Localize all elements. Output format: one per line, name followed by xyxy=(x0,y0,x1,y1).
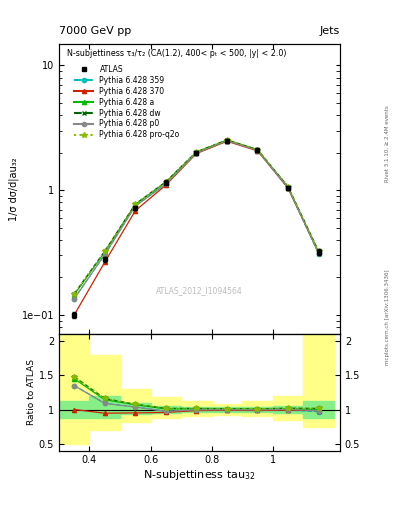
Pythia 6.428 a xyxy=(163,179,168,185)
Polygon shape xyxy=(151,397,181,418)
Pythia 6.428 370 xyxy=(224,138,229,144)
Polygon shape xyxy=(242,401,273,416)
Text: N-subjettiness τ₃/τ₂ (CA(1.2), 400< pₜ < 500, |y| < 2.0): N-subjettiness τ₃/τ₂ (CA(1.2), 400< pₜ <… xyxy=(67,49,287,58)
Pythia 6.428 370 xyxy=(163,182,168,188)
Pythia 6.428 a xyxy=(103,249,107,255)
Line: Pythia 6.428 p0: Pythia 6.428 p0 xyxy=(72,139,321,301)
Pythia 6.428 370 xyxy=(255,148,260,154)
Pythia 6.428 p0 xyxy=(224,138,229,144)
Pythia 6.428 p0 xyxy=(133,203,138,209)
Pythia 6.428 a xyxy=(72,292,77,298)
Polygon shape xyxy=(273,396,303,420)
Line: Pythia 6.428 pro-q2o: Pythia 6.428 pro-q2o xyxy=(72,137,321,296)
Pythia 6.428 pro-q2o xyxy=(286,183,290,189)
Line: Pythia 6.428 370: Pythia 6.428 370 xyxy=(72,139,321,317)
Pythia 6.428 pro-q2o xyxy=(224,137,229,143)
Pythia 6.428 a xyxy=(316,249,321,255)
Pythia 6.428 359 xyxy=(316,250,321,257)
Polygon shape xyxy=(212,404,242,415)
Text: ATLAS_2012_I1094564: ATLAS_2012_I1094564 xyxy=(156,286,243,295)
Polygon shape xyxy=(120,389,151,422)
Pythia 6.428 p0 xyxy=(103,251,107,258)
Pythia 6.428 359 xyxy=(72,295,77,302)
Pythia 6.428 dw xyxy=(224,137,229,143)
Pythia 6.428 p0 xyxy=(255,147,260,154)
Pythia 6.428 a xyxy=(224,137,229,143)
Polygon shape xyxy=(59,401,90,418)
Text: mcplots.cern.ch [arXiv:1306.3436]: mcplots.cern.ch [arXiv:1306.3436] xyxy=(385,270,389,365)
Pythia 6.428 dw xyxy=(286,183,290,189)
Polygon shape xyxy=(90,355,120,430)
Legend: ATLAS, Pythia 6.428 359, Pythia 6.428 370, Pythia 6.428 a, Pythia 6.428 dw, Pyth: ATLAS, Pythia 6.428 359, Pythia 6.428 37… xyxy=(71,62,183,142)
Pythia 6.428 359 xyxy=(194,150,199,156)
Pythia 6.428 a xyxy=(255,147,260,153)
Pythia 6.428 p0 xyxy=(194,150,199,156)
Pythia 6.428 dw xyxy=(255,146,260,153)
Pythia 6.428 359 xyxy=(286,185,290,191)
Polygon shape xyxy=(273,406,303,413)
X-axis label: N-subjettiness tau$_{\mathregular{32}}$: N-subjettiness tau$_{\mathregular{32}}$ xyxy=(143,468,256,482)
Pythia 6.428 dw xyxy=(72,291,77,297)
Pythia 6.428 pro-q2o xyxy=(72,291,77,297)
Polygon shape xyxy=(212,408,242,412)
Pythia 6.428 a xyxy=(133,201,138,207)
Pythia 6.428 a xyxy=(194,149,199,155)
Polygon shape xyxy=(59,334,90,444)
Pythia 6.428 359 xyxy=(163,181,168,187)
Pythia 6.428 p0 xyxy=(72,295,77,302)
Pythia 6.428 dw xyxy=(133,201,138,207)
Pythia 6.428 370 xyxy=(194,151,199,157)
Line: Pythia 6.428 a: Pythia 6.428 a xyxy=(72,138,321,297)
Pythia 6.428 370 xyxy=(286,185,290,191)
Polygon shape xyxy=(181,401,212,416)
Pythia 6.428 359 xyxy=(224,138,229,144)
Pythia 6.428 a xyxy=(286,184,290,190)
Polygon shape xyxy=(120,402,151,414)
Polygon shape xyxy=(181,407,212,412)
Pythia 6.428 359 xyxy=(255,147,260,154)
Polygon shape xyxy=(151,406,181,413)
Pythia 6.428 pro-q2o xyxy=(316,248,321,254)
Pythia 6.428 370 xyxy=(316,250,321,256)
Pythia 6.428 370 xyxy=(72,312,77,318)
Polygon shape xyxy=(90,396,120,418)
Pythia 6.428 p0 xyxy=(163,181,168,187)
Pythia 6.428 pro-q2o xyxy=(133,201,138,207)
Pythia 6.428 dw xyxy=(316,248,321,254)
Pythia 6.428 dw xyxy=(194,149,199,155)
Text: Jets: Jets xyxy=(320,26,340,36)
Line: Pythia 6.428 dw: Pythia 6.428 dw xyxy=(72,138,321,296)
Pythia 6.428 p0 xyxy=(316,250,321,256)
Polygon shape xyxy=(303,401,334,418)
Pythia 6.428 370 xyxy=(103,259,107,265)
Pythia 6.428 pro-q2o xyxy=(103,248,107,254)
Pythia 6.428 pro-q2o xyxy=(194,149,199,155)
Y-axis label: 1/σ dσ/d|au₃₂: 1/σ dσ/d|au₃₂ xyxy=(8,157,19,221)
Pythia 6.428 dw xyxy=(163,179,168,185)
Line: Pythia 6.428 359: Pythia 6.428 359 xyxy=(72,139,321,301)
Text: 7000 GeV pp: 7000 GeV pp xyxy=(59,26,131,36)
Pythia 6.428 370 xyxy=(133,208,138,214)
Polygon shape xyxy=(303,334,334,426)
Text: Rivet 3.1.10, ≥ 2.4M events: Rivet 3.1.10, ≥ 2.4M events xyxy=(385,105,389,182)
Pythia 6.428 359 xyxy=(103,251,107,258)
Pythia 6.428 pro-q2o xyxy=(163,179,168,185)
Polygon shape xyxy=(242,408,273,412)
Pythia 6.428 359 xyxy=(133,203,138,209)
Pythia 6.428 p0 xyxy=(286,184,290,190)
Y-axis label: Ratio to ATLAS: Ratio to ATLAS xyxy=(27,359,36,425)
Pythia 6.428 pro-q2o xyxy=(255,146,260,153)
Pythia 6.428 dw xyxy=(103,248,107,254)
